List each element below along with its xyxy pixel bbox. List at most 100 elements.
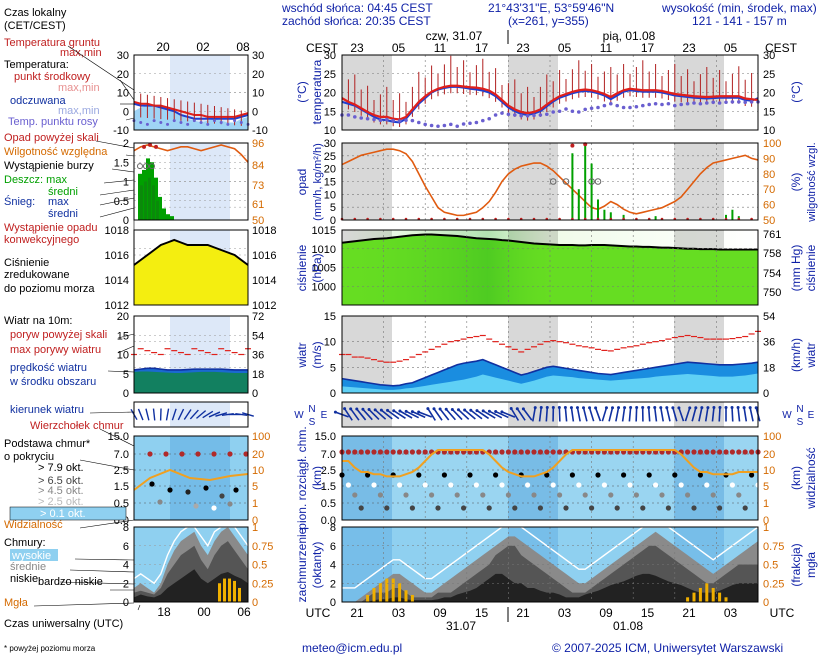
panel-frame (341, 229, 759, 306)
wind-arrow (482, 410, 496, 419)
dew-point-dot (397, 119, 402, 123)
tick-label: 54 (252, 330, 264, 342)
wind-arrow-head (343, 407, 347, 411)
tick-label: 2.5 (321, 465, 336, 477)
tick-label: 0.25 (252, 578, 273, 590)
legend-cloud-base (233, 487, 239, 493)
fog-bar (718, 592, 722, 602)
legend-wind-arrow (145, 408, 150, 421)
legend-cloud-top (163, 451, 169, 457)
wind-arrow (582, 407, 588, 422)
wind-arrow-head (533, 406, 537, 410)
tick-label: 6 (330, 541, 336, 553)
bottom-time-tick: 21 (516, 606, 530, 620)
tick-label: 0 (252, 515, 258, 527)
dew-point-dot (717, 101, 722, 105)
tick-label: 30 (324, 50, 336, 62)
wind-arrow-head (379, 408, 383, 412)
tick-label: 20 (763, 88, 775, 100)
legend-dew-dot (199, 121, 203, 124)
tick-label: 100 (763, 138, 781, 150)
tick-label: 54 (763, 311, 775, 323)
wind-arrow-head (521, 407, 525, 411)
cloud-base-dot (582, 492, 588, 498)
legend-dew-dot (172, 119, 176, 123)
cloud-top-dot (499, 449, 505, 455)
tick-label: 1010 (312, 244, 336, 256)
axis-title: opad (295, 169, 309, 196)
cloud-base-dot (345, 482, 351, 488)
tick-label: 20 (252, 69, 264, 81)
tick-label: 8 (330, 522, 336, 534)
cloud-top-dot (537, 449, 544, 455)
cloud-base-dot (422, 482, 428, 488)
wind-arrow-head (417, 410, 421, 414)
tick-label: 6 (123, 541, 129, 553)
cloud-top-dot (416, 449, 422, 455)
legend-leader-line (117, 345, 135, 354)
fog-bar (366, 594, 370, 602)
tick-label: 1 (252, 522, 258, 534)
wind-arrow (621, 407, 626, 422)
dew-point-dot (589, 106, 594, 111)
cloud-base-dot (678, 482, 684, 488)
tick-label: 1016 (105, 250, 129, 262)
wind-arrow (510, 408, 520, 421)
dew-point-dot (423, 122, 428, 127)
cloud-base-dot (461, 505, 467, 511)
legend-leader-line (99, 197, 135, 206)
tick-label: 60 (763, 200, 775, 212)
legend-leader-line (111, 168, 135, 173)
rain-bar (571, 153, 574, 220)
legend-text: prędkość wiatru (10, 362, 87, 374)
cloud-top-dot (704, 449, 710, 455)
wind-arrow (356, 408, 367, 421)
legend-dew-dot (219, 121, 223, 124)
tick-label: 0 (330, 388, 336, 400)
fog-bar (385, 578, 389, 602)
legend-text: konwekcyjnego (4, 234, 79, 246)
legend-text: Mgła (4, 597, 29, 609)
contact-email[interactable]: meteo@icm.edu.pl (302, 641, 403, 655)
cloud-base-dot (557, 492, 563, 498)
legend-storm-marker (137, 163, 143, 170)
legend-text: > 0.1 okt. (40, 508, 86, 520)
legend-cloud-base (211, 505, 217, 511)
wind-arrow (531, 407, 537, 422)
dew-point-dot (609, 101, 613, 106)
cloud-base-dot (749, 472, 755, 478)
wind-arrow-head (438, 407, 442, 411)
tick-label: 0 (763, 597, 769, 609)
cloud-base-dot (576, 482, 582, 488)
wind-arrow-head (718, 406, 722, 410)
tick-label: 70 (763, 184, 775, 196)
legend-text: Wystąpienie burzy (4, 160, 94, 172)
legend-leader-line (125, 154, 135, 157)
tick-label: 0 (252, 388, 258, 400)
tick-label: 10 (117, 88, 129, 100)
cloud-top-dot (550, 449, 556, 455)
cest-left: CEST (306, 41, 339, 55)
cloud-top-dot (358, 449, 364, 455)
legend-dew-dot (212, 119, 216, 123)
dew-point-dot (596, 105, 600, 110)
legend-wind-arrow (165, 408, 170, 421)
legend-wind-arrow (189, 409, 199, 420)
cloud-top-dot (403, 449, 409, 455)
wind-arrow-head (635, 406, 639, 410)
tick-label: 0 (252, 106, 258, 118)
wind-arrow-head (398, 409, 402, 413)
legend-rain-mean (152, 185, 155, 220)
axis-title: (°C) (295, 81, 309, 102)
tick-label: 754 (763, 268, 781, 280)
legend-dew-dot (186, 122, 190, 126)
legend-fog-bar (238, 587, 241, 602)
tick-label: 0.25 (763, 578, 784, 590)
tick-label: 72 (252, 311, 264, 323)
cloud-base-dot (710, 492, 716, 498)
legend-text: Deszcz: max (4, 174, 67, 186)
tick-label: 1012 (252, 300, 276, 312)
dew-point-dot (647, 102, 651, 107)
legend-wind-arrow (208, 411, 221, 418)
cloud-base-dot (480, 492, 486, 498)
